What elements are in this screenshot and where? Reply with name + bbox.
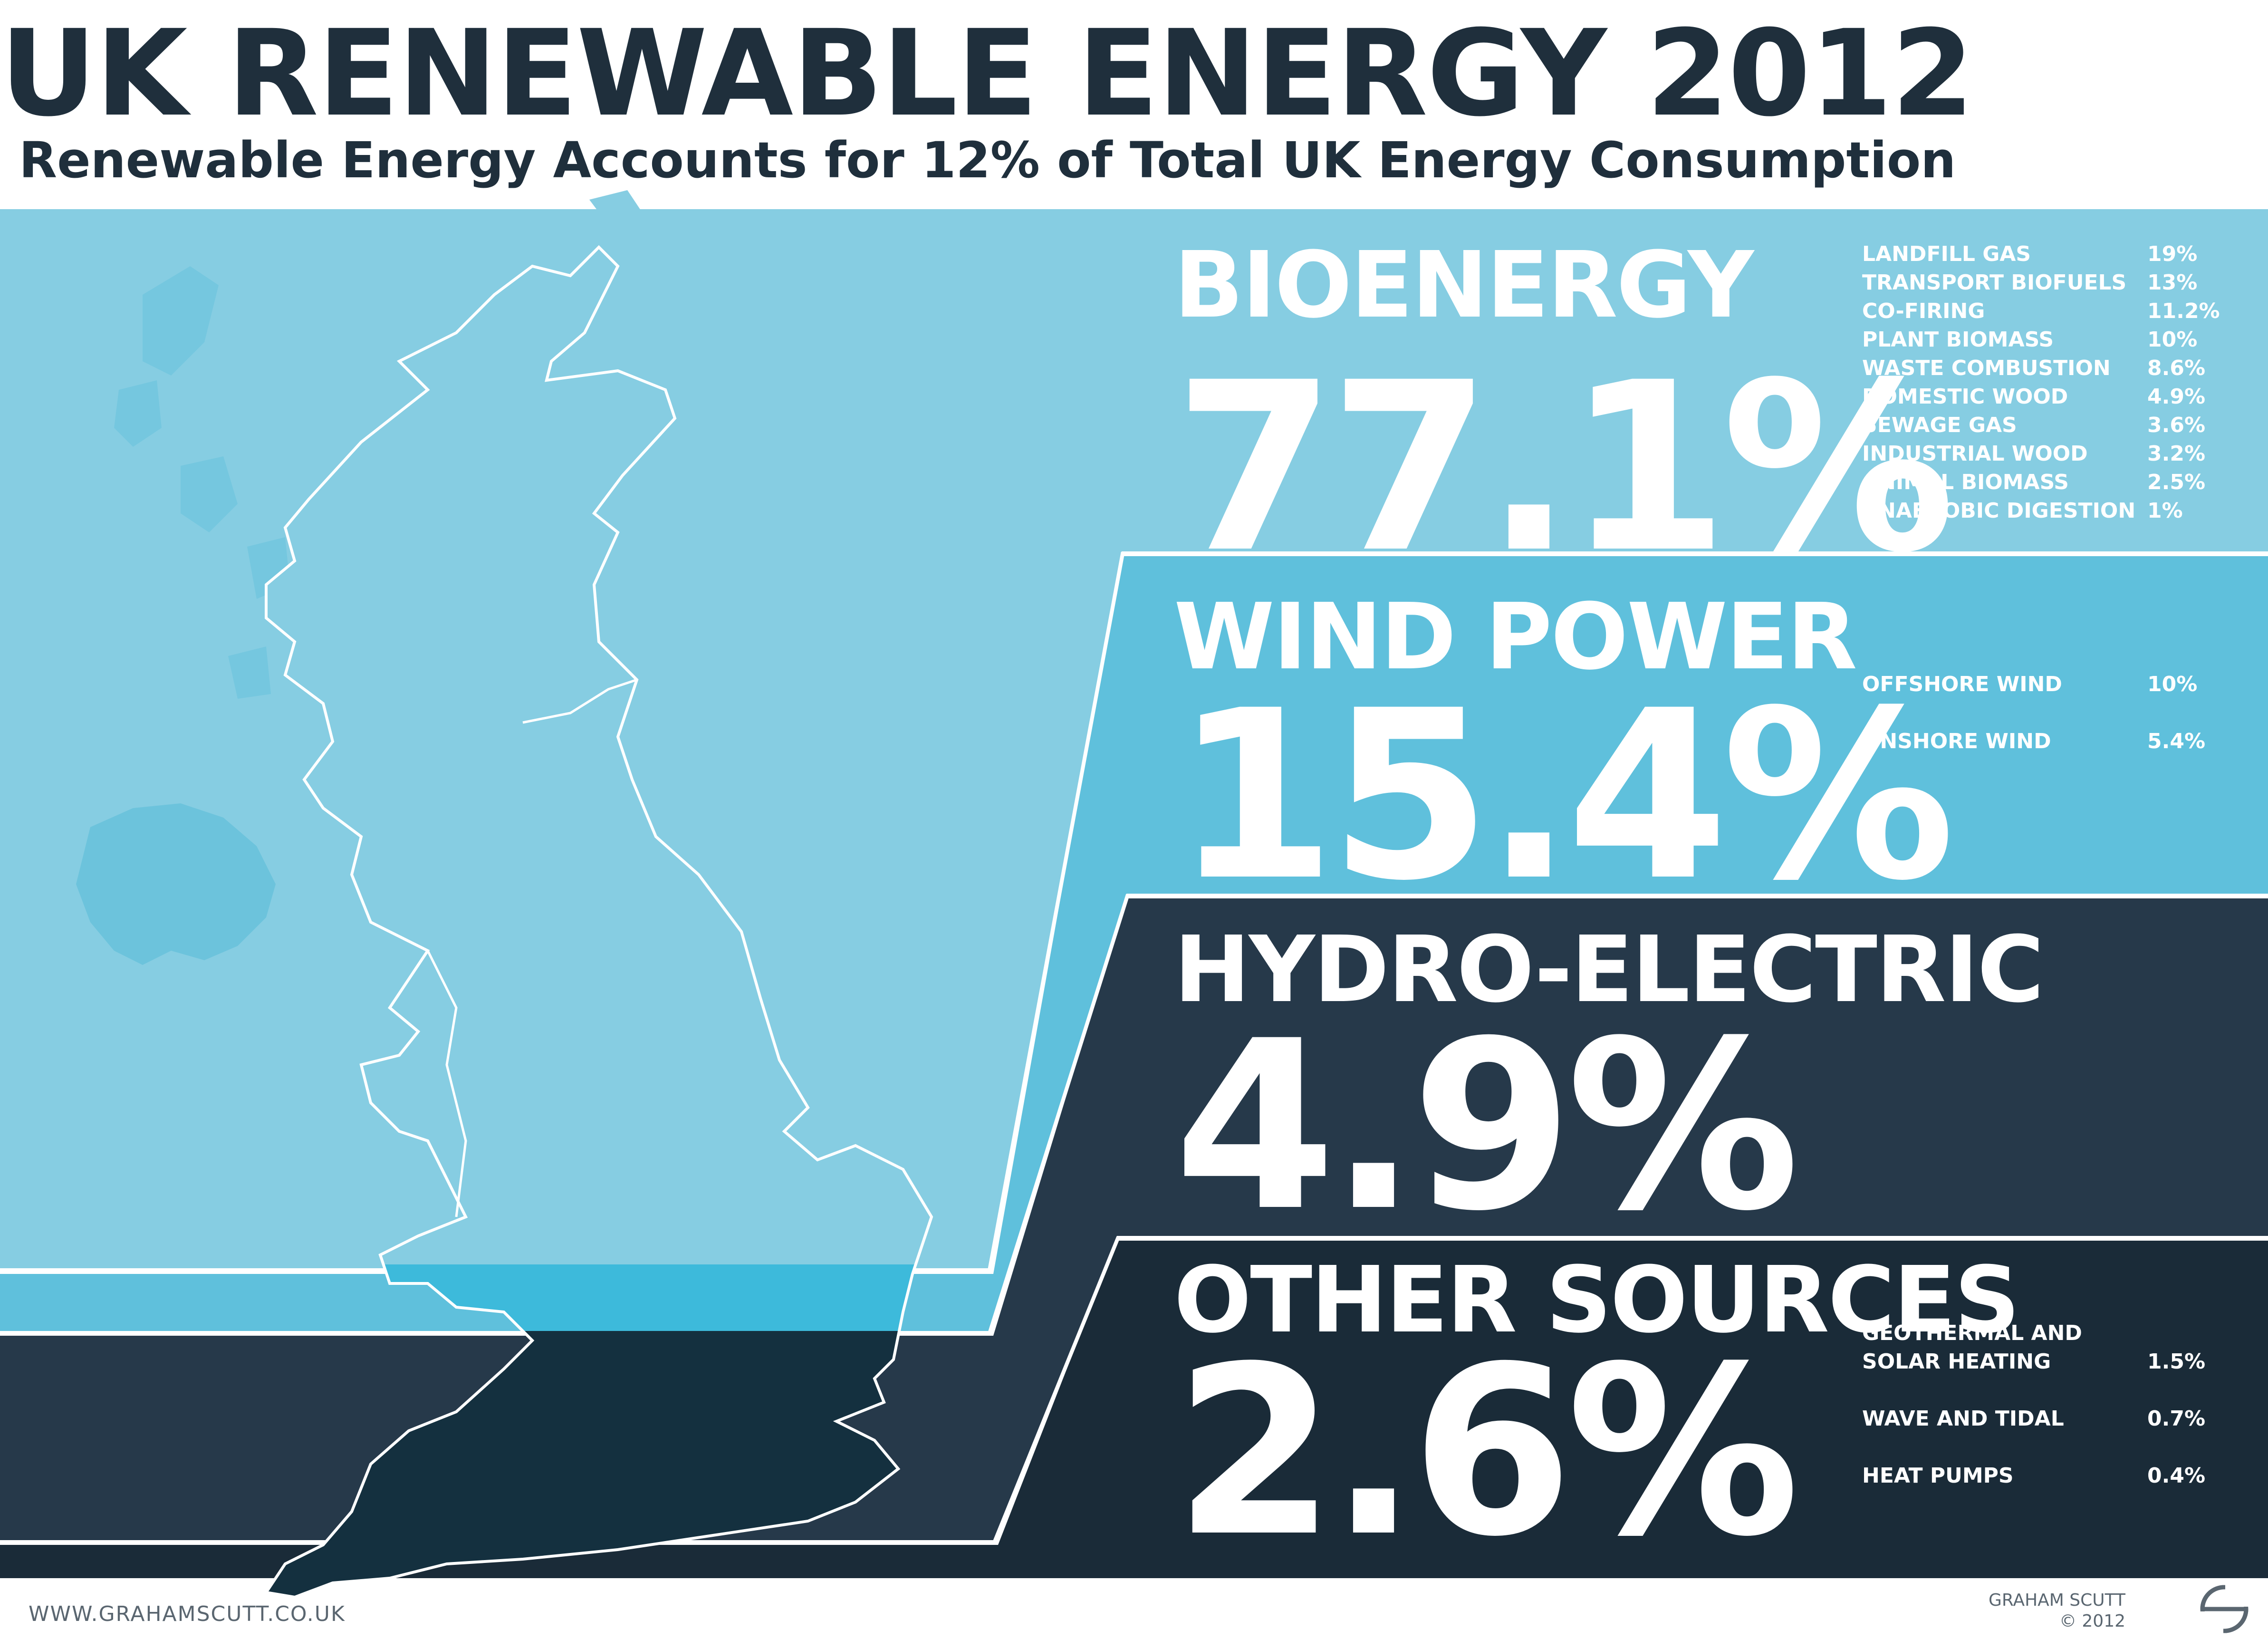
breakdown-value: 1.5%: [2147, 1350, 2206, 1374]
list-item: INDUSTRIAL WOOD 3.2%: [1862, 440, 2206, 468]
breakdown-label: WASTE COMBUSTION: [1862, 356, 2111, 380]
page-subtitle: Renewable Energy Accounts for 12% of Tot…: [19, 131, 1956, 189]
breakdown-label: ANAEROBIC DIGESTION: [1862, 499, 2136, 523]
orkney-shape: [561, 190, 646, 247]
wind-power-value: 15.4%: [1174, 660, 1955, 932]
breakdown-value: 3.6%: [2147, 413, 2206, 437]
breakdown-label-line2: SOLAR HEATING: [1862, 1350, 2051, 1374]
other-sources-band: OTHER SOURCES: [0, 1241, 2268, 1578]
list-item: LANDFILL GAS 19%: [1862, 240, 2204, 269]
author-name: GRAHAM SCUTT: [1989, 1591, 2125, 1610]
breakdown-label: DOMESTIC WOOD: [1862, 385, 2068, 409]
bioenergy-label: BIOENERGY: [1174, 232, 1754, 338]
breakdown-value: 0.4%: [2147, 1464, 2206, 1488]
breakdown-value: 2.5%: [2147, 470, 2206, 494]
list-item: OFFSHORE WIND 10%: [1862, 670, 2204, 699]
breakdown-label: HEAT PUMPS: [1862, 1464, 2014, 1488]
breakdown-value: 19%: [2147, 242, 2198, 266]
list-item: ONSHORE WIND 5.4%: [1862, 727, 2206, 756]
breakdown-label: ONSHORE WIND: [1862, 729, 2051, 753]
list-item: PLANT BIOMASS 10%: [1862, 326, 2204, 354]
list-item: TRANSPORT BIOFUELS 13%: [1862, 269, 2204, 297]
breakdown-value: 1%: [2147, 499, 2183, 523]
list-item: WASTE COMBUSTION 8.6%: [1862, 354, 2206, 383]
breakdown-value: 8.6%: [2147, 356, 2206, 380]
breakdown-label: OFFSHORE WIND: [1862, 672, 2062, 696]
breakdown-label: ANIMAL BIOMASS: [1862, 470, 2069, 494]
website-link[interactable]: WWW.GRAHAMSCUTT.CO.UK: [29, 1602, 346, 1626]
northern-ireland-shape: [76, 803, 276, 965]
graham-scutt-logo-icon: [2196, 1583, 2253, 1635]
scotland-border-line: [522, 678, 637, 724]
other-sources-value: 2.6%: [1174, 1316, 1800, 1588]
breakdown-value: 10%: [2147, 672, 2198, 696]
list-item: GEOTHERMAL AND SOLAR HEATING 1.5%: [1862, 1319, 2206, 1376]
page-title: UK RENEWABLE ENERGY 2012: [0, 4, 1974, 143]
wales-border-line: [426, 950, 467, 1217]
list-item: HEAT PUMPS 0.4%: [1862, 1462, 2206, 1490]
band-separator: [0, 894, 2268, 1335]
breakdown-label: WAVE AND TIDAL: [1862, 1407, 2064, 1431]
breakdown-value: 4.9%: [2147, 385, 2206, 409]
list-item: CO-FIRING 11.2%: [1862, 297, 2220, 326]
hydro-electric-value: 4.9%: [1174, 991, 1800, 1262]
breakdown-label: CO-FIRING: [1862, 299, 1985, 323]
wind-power-label: WIND POWER: [1174, 584, 1857, 690]
breakdown-value: 11.2%: [2147, 299, 2220, 323]
author-credit: GRAHAM SCUTT © 2012: [1989, 1590, 2125, 1632]
breakdown-label: LANDFILL GAS: [1862, 242, 2031, 266]
breakdown-label: GEOTHERMAL AND SOLAR HEATING: [1862, 1319, 2082, 1376]
breakdown-value: 5.4%: [2147, 729, 2206, 753]
breakdown-value: 0.7%: [2147, 1407, 2206, 1431]
breakdown-label: PLANT BIOMASS: [1862, 328, 2054, 352]
breakdown-label: TRANSPORT BIOFUELS: [1862, 270, 2127, 295]
breakdown-label-line1: GEOTHERMAL AND: [1862, 1321, 2082, 1345]
list-item: WAVE AND TIDAL 0.7%: [1862, 1405, 2206, 1433]
other-sources-label: OTHER SOURCES: [1174, 1247, 2020, 1353]
wind-power-band: WIND POWER: [0, 556, 2268, 1331]
list-item: ANIMAL BIOMASS 2.5%: [1862, 468, 2206, 497]
bioenergy-value: 77.1%: [1174, 332, 1955, 604]
breakdown-value: 13%: [2147, 270, 2198, 295]
hebrides-shape: [114, 266, 290, 699]
list-item: DOMESTIC WOOD 4.9%: [1862, 383, 2206, 411]
hydro-electric-label: HYDRO-ELECTRIC: [1174, 917, 2044, 1023]
copyright: © 2012: [2059, 1611, 2125, 1631]
breakdown-label: SEWAGE GAS: [1862, 413, 2017, 437]
list-item: ANAEROBIC DIGESTION 1%: [1862, 497, 2204, 525]
list-item: SEWAGE GAS 3.6%: [1862, 411, 2206, 440]
breakdown-value: 3.2%: [2147, 442, 2206, 466]
breakdown-value: 10%: [2147, 328, 2198, 352]
breakdown-label: INDUSTRIAL WOOD: [1862, 442, 2088, 466]
